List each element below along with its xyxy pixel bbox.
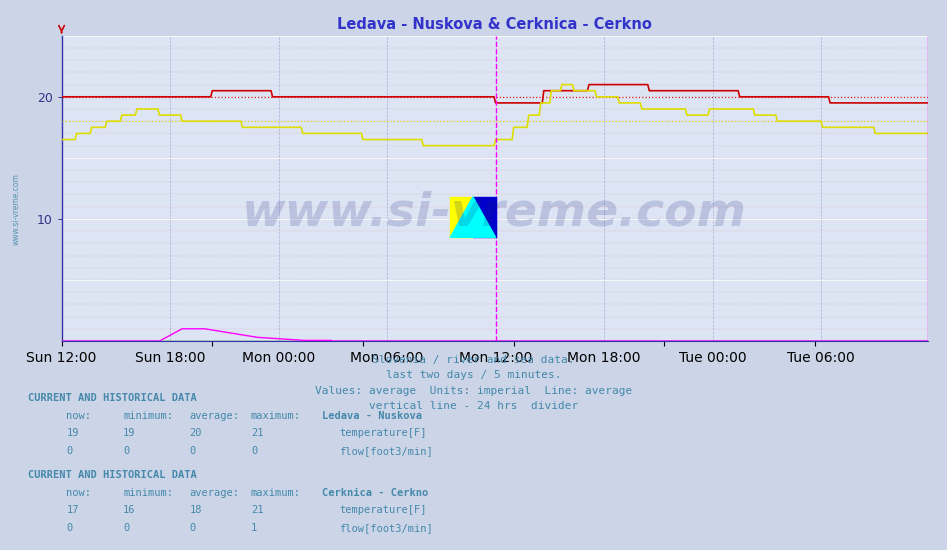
Title: Ledava - Nuskova & Cerknica - Cerkno: Ledava - Nuskova & Cerknica - Cerkno bbox=[337, 17, 652, 32]
Text: www.si-vreme.com: www.si-vreme.com bbox=[242, 190, 747, 235]
Polygon shape bbox=[451, 197, 495, 237]
Text: CURRENT AND HISTORICAL DATA: CURRENT AND HISTORICAL DATA bbox=[28, 470, 197, 480]
Text: 20: 20 bbox=[189, 428, 202, 438]
Text: Values: average  Units: imperial  Line: average: Values: average Units: imperial Line: av… bbox=[314, 386, 633, 395]
Text: temperature[F]: temperature[F] bbox=[339, 428, 426, 438]
Text: maximum:: maximum: bbox=[251, 488, 301, 498]
Text: 21: 21 bbox=[251, 428, 263, 438]
Text: vertical line - 24 hrs  divider: vertical line - 24 hrs divider bbox=[369, 401, 578, 411]
Text: 1: 1 bbox=[251, 523, 258, 533]
Text: 19: 19 bbox=[123, 428, 135, 438]
Text: average:: average: bbox=[189, 411, 240, 421]
Text: 21: 21 bbox=[251, 505, 263, 515]
Text: flow[foot3/min]: flow[foot3/min] bbox=[339, 523, 433, 533]
Text: Ledava - Nuskova: Ledava - Nuskova bbox=[322, 411, 422, 421]
Text: maximum:: maximum: bbox=[251, 411, 301, 421]
Text: 16: 16 bbox=[123, 505, 135, 515]
Text: now:: now: bbox=[66, 488, 91, 498]
Text: 0: 0 bbox=[251, 446, 258, 456]
Text: minimum:: minimum: bbox=[123, 488, 173, 498]
Text: 0: 0 bbox=[189, 446, 196, 456]
Text: temperature[F]: temperature[F] bbox=[339, 505, 426, 515]
Text: flow[foot3/min]: flow[foot3/min] bbox=[339, 446, 433, 456]
Text: average:: average: bbox=[189, 488, 240, 498]
Text: 0: 0 bbox=[123, 446, 130, 456]
Text: 18: 18 bbox=[189, 505, 202, 515]
Text: 0: 0 bbox=[66, 446, 73, 456]
Text: CURRENT AND HISTORICAL DATA: CURRENT AND HISTORICAL DATA bbox=[28, 393, 197, 403]
Text: 17: 17 bbox=[66, 505, 79, 515]
Text: Slovenia / river and sea data.: Slovenia / river and sea data. bbox=[372, 355, 575, 365]
Text: www.si-vreme.com: www.si-vreme.com bbox=[11, 173, 21, 245]
Text: 0: 0 bbox=[123, 523, 130, 533]
Text: 0: 0 bbox=[189, 523, 196, 533]
Text: 0: 0 bbox=[66, 523, 73, 533]
Text: Cerknica - Cerkno: Cerknica - Cerkno bbox=[322, 488, 428, 498]
Text: last two days / 5 minutes.: last two days / 5 minutes. bbox=[385, 370, 562, 380]
Text: now:: now: bbox=[66, 411, 91, 421]
Text: 19: 19 bbox=[66, 428, 79, 438]
Text: minimum:: minimum: bbox=[123, 411, 173, 421]
